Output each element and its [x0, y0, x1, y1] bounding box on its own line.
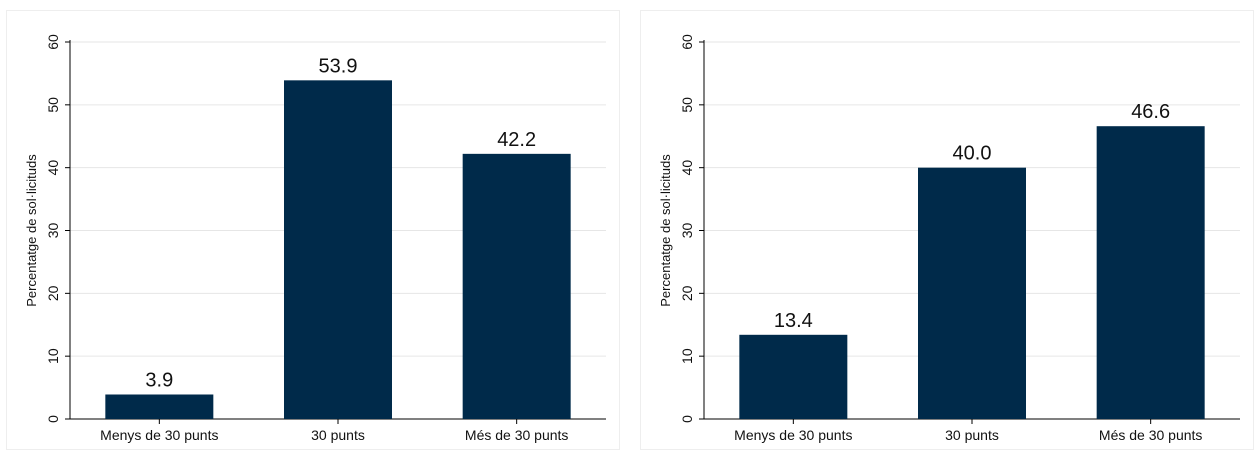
- y-tick-label: 50: [45, 97, 61, 113]
- bar-value-label: 40.0: [953, 143, 992, 165]
- panel-frame: [640, 10, 1254, 450]
- y-tick-label: 40: [679, 160, 695, 176]
- x-tick-label: Menys de 30 punts: [100, 427, 218, 443]
- bar-value-label: 3.9: [145, 369, 173, 391]
- y-tick-label: 60: [679, 34, 695, 50]
- y-tick-label: 40: [45, 160, 61, 176]
- y-tick-label: 60: [45, 34, 61, 50]
- bar-value-label: 13.4: [774, 310, 813, 332]
- x-tick-label: Menys de 30 punts: [734, 427, 852, 443]
- y-tick-label: 50: [679, 97, 695, 113]
- bar-chart-right: 0 10 20 30 40 50 60 Percentatge de sol·licituds…: [658, 34, 1240, 443]
- y-tick-label: 0: [679, 415, 695, 423]
- x-tick-label: 30 punts: [311, 427, 365, 443]
- bar: [918, 167, 1026, 419]
- y-tick-label: 20: [679, 285, 695, 301]
- bar-value-label: 53.9: [319, 55, 358, 77]
- x-tick-label: Més de 30 punts: [1099, 427, 1203, 443]
- bar: [1096, 126, 1205, 420]
- x-tick-label: 30 punts: [945, 427, 999, 443]
- y-tick-label: 10: [45, 348, 61, 364]
- y-tick-label: 10: [679, 348, 695, 364]
- y-tick-label: 20: [45, 285, 61, 301]
- y-tick-label: 0: [45, 415, 61, 423]
- chart-panel-left: 0 10 20 30 40 50 60 Percentatge de sol·licituds…: [6, 10, 620, 450]
- bar: [284, 80, 392, 419]
- bar-chart-left: 0 10 20 30 40 50 60 Percentatge de sol·licituds…: [24, 34, 606, 443]
- x-tick-label: Més de 30 punts: [465, 427, 569, 443]
- bar: [462, 153, 571, 420]
- chart-panel-right: 0 10 20 30 40 50 60 Percentatge de sol·licituds…: [640, 10, 1254, 450]
- y-axis-title: Percentatge de sol·licituds: [658, 154, 673, 307]
- y-tick-label: 30: [679, 223, 695, 239]
- bar-value-label: 42.2: [497, 129, 536, 151]
- bar: [739, 334, 848, 419]
- panel-frame: [6, 10, 620, 450]
- y-tick-label: 30: [45, 223, 61, 239]
- bar: [105, 394, 214, 419]
- bar-value-label: 46.6: [1131, 101, 1170, 123]
- y-axis-title: Percentatge de sol·licituds: [24, 154, 39, 307]
